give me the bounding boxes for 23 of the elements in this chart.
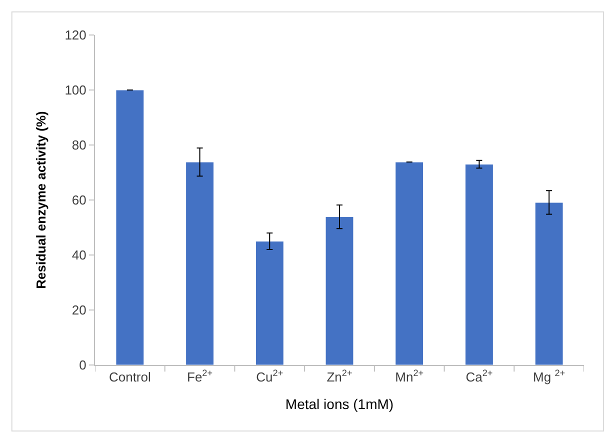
- y-axis-title: Residual enzyme activity (%): [34, 111, 49, 289]
- bar: [186, 162, 214, 365]
- y-tick-label: 120: [64, 28, 86, 43]
- bar: [534, 202, 564, 365]
- y-tick-label: 0: [79, 358, 86, 373]
- x-tick-label: Control: [108, 370, 151, 385]
- y-tick-label: 20: [72, 302, 86, 318]
- bar: [255, 241, 284, 365]
- x-tick-label: Mg $^{2+}$: [533, 368, 566, 385]
- bar: [464, 164, 494, 365]
- bar: [325, 216, 354, 365]
- y-tick-label: 40: [72, 248, 86, 263]
- x-tick-label: Mn$^{2+}$: [395, 368, 424, 385]
- x-axis-title: Metal ions (1mM): [285, 396, 394, 412]
- bar: [116, 90, 144, 365]
- y-tick-label: 80: [72, 138, 86, 153]
- x-tick-label: Fe$^{2+}$: [187, 368, 213, 385]
- x-tick-label: Ca$^{2+}$: [466, 368, 493, 385]
- bar: [395, 162, 424, 365]
- y-tick-label: 60: [72, 192, 86, 208]
- x-tick-label: Cu$^{2+}$: [256, 368, 284, 385]
- y-tick-label: 100: [64, 82, 86, 98]
- x-tick-label: Zn$^{2+}$: [326, 368, 352, 385]
